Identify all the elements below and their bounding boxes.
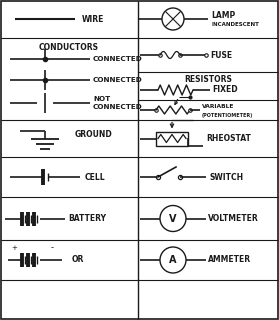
Text: SWITCH: SWITCH bbox=[210, 172, 244, 181]
Text: CONNECTED: CONNECTED bbox=[93, 77, 143, 83]
Text: A: A bbox=[169, 255, 177, 265]
Text: INCANDESCENT: INCANDESCENT bbox=[211, 21, 259, 27]
Text: NOT: NOT bbox=[93, 96, 110, 102]
Text: -: - bbox=[50, 244, 54, 252]
Text: RESISTORS: RESISTORS bbox=[185, 76, 232, 84]
Text: BATTERY: BATTERY bbox=[68, 214, 106, 223]
Text: AMMETER: AMMETER bbox=[208, 255, 251, 265]
Text: +: + bbox=[11, 245, 17, 251]
Text: CONDUCTORS: CONDUCTORS bbox=[39, 43, 99, 52]
Text: (POTENTIOMETER): (POTENTIOMETER) bbox=[202, 113, 253, 117]
Text: VARIABLE: VARIABLE bbox=[202, 105, 235, 109]
Bar bbox=[156, 132, 188, 146]
Text: RHEOSTAT: RHEOSTAT bbox=[206, 134, 251, 143]
Text: LAMP: LAMP bbox=[211, 11, 235, 20]
Text: FIXED: FIXED bbox=[212, 85, 238, 94]
Text: V: V bbox=[169, 213, 177, 223]
Text: OR: OR bbox=[72, 255, 84, 265]
Text: WIRE: WIRE bbox=[82, 14, 104, 23]
Text: FUSE: FUSE bbox=[210, 51, 232, 60]
Text: CONNECTED: CONNECTED bbox=[93, 56, 143, 62]
Text: GROUND: GROUND bbox=[75, 130, 113, 139]
Text: CONNECTED: CONNECTED bbox=[93, 104, 143, 110]
Text: VOLTMETER: VOLTMETER bbox=[208, 214, 259, 223]
Text: CELL: CELL bbox=[85, 172, 106, 181]
